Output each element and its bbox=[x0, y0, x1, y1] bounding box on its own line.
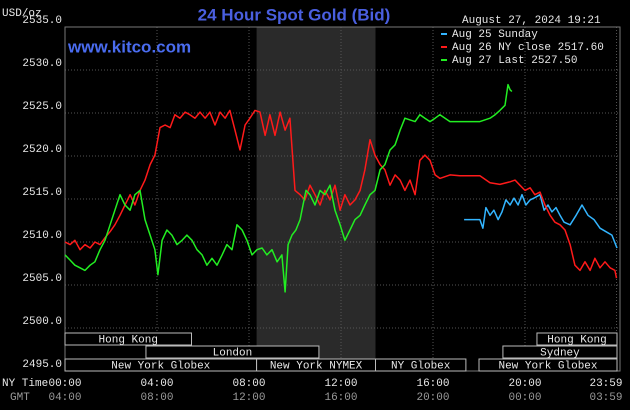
session-box bbox=[536, 332, 618, 346]
y-tick-label: 2495.0 bbox=[22, 359, 62, 371]
x-tick-label: 23:59 bbox=[589, 378, 622, 390]
session-box bbox=[478, 358, 618, 372]
session-label: NY Globex bbox=[391, 360, 451, 372]
price-line bbox=[464, 193, 618, 249]
gmt-tick-label: 12:00 bbox=[232, 392, 265, 404]
watermark: www.kitco.com bbox=[67, 37, 191, 56]
gmt-tick-label: 03:59 bbox=[589, 392, 622, 404]
y-tick-label: 2530.0 bbox=[22, 58, 62, 70]
x-tick-label: 08:00 bbox=[232, 378, 265, 390]
x-tick-label: 16:00 bbox=[416, 378, 449, 390]
y-tick-label: 2500.0 bbox=[22, 316, 62, 328]
price-line bbox=[64, 109, 618, 279]
x-tick-label: 20:00 bbox=[508, 378, 541, 390]
session-highlight bbox=[256, 27, 376, 371]
session-box bbox=[375, 358, 467, 372]
x-axis-label: NY Time bbox=[2, 378, 48, 390]
session-label: New York Globex bbox=[498, 360, 597, 372]
gmt-tick-label: 20:00 bbox=[416, 392, 449, 404]
y-tick-label: 2515.0 bbox=[22, 187, 62, 199]
timestamp: August 27, 2024 19:21 bbox=[462, 15, 601, 27]
gmt-axis-label: GMT bbox=[10, 392, 30, 404]
y-axis-label: USD/oz bbox=[2, 8, 42, 20]
legend-label: Aug 25 Sunday bbox=[452, 29, 538, 41]
price-line bbox=[64, 83, 513, 293]
session-box bbox=[145, 345, 320, 359]
y-tick-label: 2520.0 bbox=[22, 144, 62, 156]
gmt-tick-label: 04:00 bbox=[48, 392, 81, 404]
session-label: London bbox=[213, 347, 253, 359]
session-label: New York NYMEX bbox=[270, 360, 363, 372]
gmt-tick-label: 08:00 bbox=[140, 392, 173, 404]
session-label: Sydney bbox=[540, 347, 580, 359]
session-label: Hong Kong bbox=[547, 334, 606, 346]
y-tick-label: 2525.0 bbox=[22, 101, 62, 113]
legend-label: Aug 27 Last 2527.50 bbox=[452, 55, 577, 67]
x-tick-label: 12:00 bbox=[324, 378, 357, 390]
y-tick-label: 2535.0 bbox=[22, 15, 62, 27]
x-tick-label: 04:00 bbox=[140, 378, 173, 390]
chart-title: 24 Hour Spot Gold (Bid) bbox=[198, 5, 391, 24]
session-label: New York Globex bbox=[111, 360, 210, 372]
x-tick-label: 00:00 bbox=[48, 378, 81, 390]
y-tick-label: 2505.0 bbox=[22, 273, 62, 285]
gmt-tick-label: 00:00 bbox=[508, 392, 541, 404]
session-box bbox=[64, 332, 192, 346]
gmt-tick-label: 16:00 bbox=[324, 392, 357, 404]
session-label: Hong Kong bbox=[99, 334, 158, 346]
legend-label: Aug 26 NY close 2517.60 bbox=[452, 42, 604, 54]
session-box bbox=[502, 345, 618, 359]
y-tick-label: 2510.0 bbox=[22, 230, 62, 242]
